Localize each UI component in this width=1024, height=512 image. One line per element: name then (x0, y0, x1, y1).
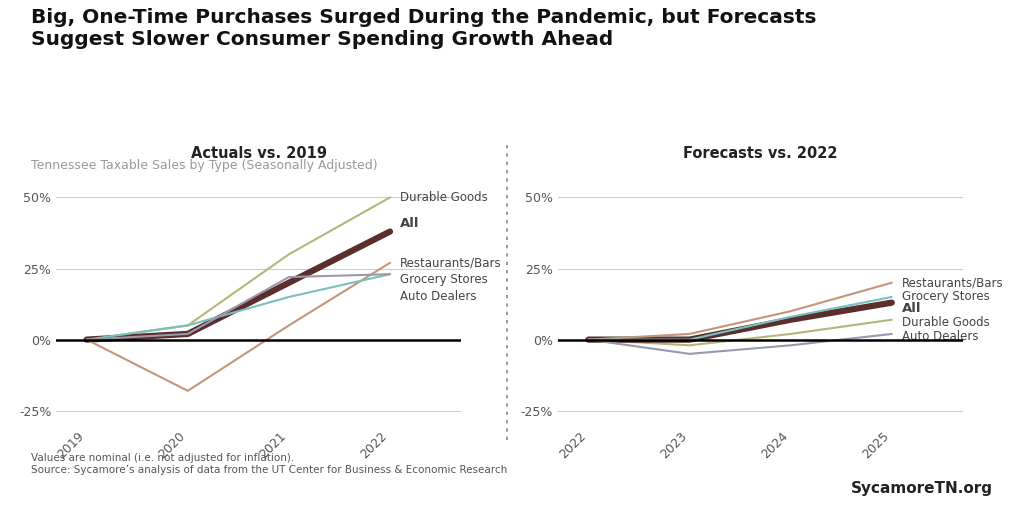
Text: Auto Dealers: Auto Dealers (400, 290, 476, 304)
Text: Auto Dealers: Auto Dealers (902, 330, 978, 343)
Text: All: All (902, 302, 922, 315)
Text: Values are nominal (i.e. not adjusted for inflation).
Source: Sycamore’s analysi: Values are nominal (i.e. not adjusted fo… (31, 453, 507, 475)
Text: SycamoreTN.org: SycamoreTN.org (851, 481, 993, 496)
Title: Forecasts vs. 2022: Forecasts vs. 2022 (683, 146, 838, 161)
Text: Grocery Stores: Grocery Stores (902, 290, 989, 304)
Text: Tennessee Taxable Sales by Type (Seasonally Adjusted): Tennessee Taxable Sales by Type (Seasona… (31, 159, 378, 172)
Text: Big, One-Time Purchases Surged During the Pandemic, but Forecasts
Suggest Slower: Big, One-Time Purchases Surged During th… (31, 8, 816, 50)
Text: Durable Goods: Durable Goods (902, 316, 989, 329)
Title: Actuals vs. 2019: Actuals vs. 2019 (190, 146, 327, 161)
Text: Restaurants/Bars: Restaurants/Bars (400, 257, 502, 269)
Text: Durable Goods: Durable Goods (400, 191, 487, 204)
Text: All: All (400, 217, 420, 229)
Text: Restaurants/Bars: Restaurants/Bars (902, 276, 1004, 289)
Text: Grocery Stores: Grocery Stores (400, 273, 487, 286)
